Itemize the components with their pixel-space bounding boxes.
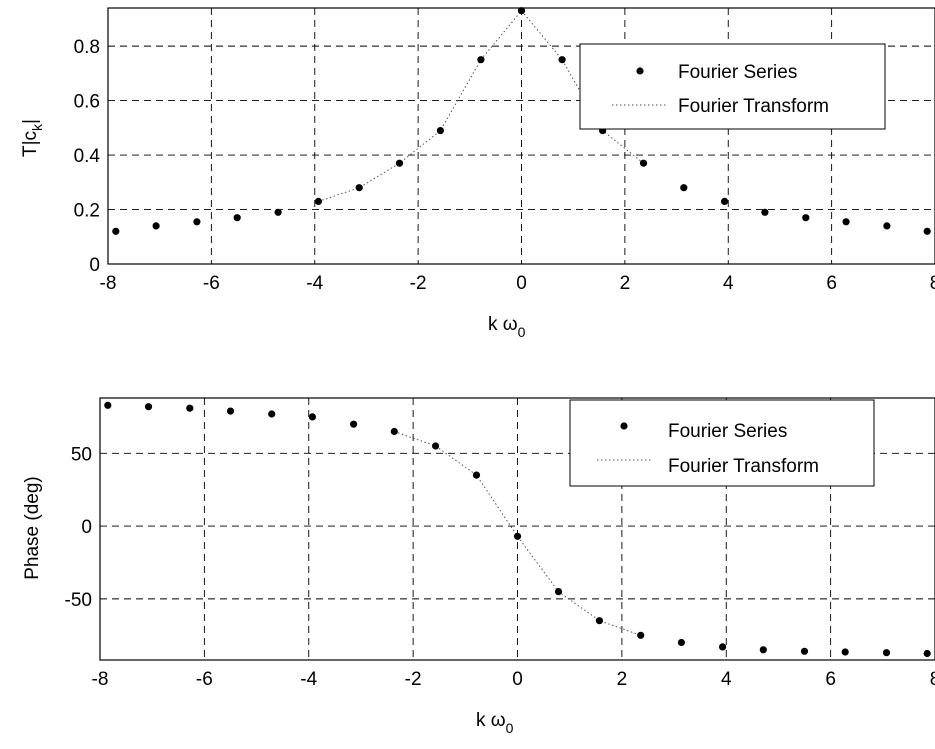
phase-series-point [554, 588, 563, 596]
magnitude-series-point [395, 159, 404, 167]
magnitude-x-tick-label: -2 [410, 273, 427, 294]
magnitude-x-tick-label: 8 [930, 273, 935, 294]
phase-series-point [719, 643, 727, 651]
phase-x-tick-label: 2 [617, 669, 628, 690]
phase-y-tick-label: 0 [81, 517, 92, 538]
magnitude-legend: Fourier Series Fourier Transform [579, 43, 886, 130]
magnitude-x-tick-label: 2 [620, 273, 631, 294]
magnitude-series-point [193, 218, 201, 226]
phase-series-point [800, 647, 809, 655]
phase-legend-entry-series: Fourier Series [668, 421, 787, 442]
magnitude-series-point [314, 197, 322, 205]
magnitude-x-tick-label: 6 [826, 273, 837, 294]
magnitude-y-tick-label: 0.6 [74, 92, 100, 113]
magnitude-series-point [152, 222, 160, 230]
magnitude-x-axis-label: k ω0 [488, 314, 526, 340]
phase-y-tick-label: 50 [71, 444, 92, 465]
phase-series-point [350, 420, 358, 428]
phase-series-points [104, 401, 931, 658]
phase-x-tick-label: -4 [300, 669, 317, 690]
magnitude-y-tick-label: 0.4 [74, 146, 101, 167]
magnitude-series-point [517, 7, 526, 15]
phase-series-point [677, 638, 686, 647]
magnitude-x-tick-label: -8 [100, 273, 117, 294]
magnitude-x-tick-label: -4 [306, 273, 323, 294]
magnitude-y-axis-label: T|ck| [20, 119, 45, 157]
phase-series-point [308, 413, 316, 421]
magnitude-series-point [923, 227, 931, 235]
phase-x-axis-label: k ω0 [476, 710, 514, 736]
phase-legend-box [569, 399, 875, 487]
phase-series-point [186, 404, 194, 412]
magnitude-series-point [558, 56, 566, 64]
magnitude-x-tick-label: -6 [203, 273, 220, 294]
phase-x-tick-label: 6 [825, 669, 836, 690]
magnitude-series-point [477, 56, 485, 64]
phase-series-point [759, 646, 767, 654]
magnitude-series-point [761, 208, 769, 216]
phase-x-tick-label: 8 [930, 669, 935, 690]
phase-x-tick-label: -8 [92, 669, 109, 690]
phase-legend: Fourier Series Fourier Transform [569, 399, 875, 487]
magnitude-series-points [112, 7, 931, 235]
magnitude-legend-entry-transform: Fourier Transform [678, 96, 829, 117]
magnitude-legend-marker-series [636, 67, 644, 75]
phase-legend-entry-transform: Fourier Transform [668, 456, 819, 477]
phase-series-point [637, 631, 645, 639]
phase-series-point [390, 427, 398, 436]
magnitude-x-tick-label: 0 [516, 273, 527, 294]
magnitude-plot-frame [107, 7, 935, 265]
phase-series-point [432, 442, 440, 450]
magnitude-y-tick-label: 0.2 [74, 201, 100, 222]
phase-x-tick-label: -6 [196, 669, 213, 690]
phase-series-point [226, 407, 235, 415]
phase-panel: -8 -6 -4 -2 0 2 4 6 8 -50 0 50 k ω0 Phase (deg) Fo… [22, 397, 935, 736]
phase-series-point [595, 617, 604, 625]
phase-legend-marker-series [620, 422, 628, 430]
magnitude-series-point [274, 208, 282, 216]
phase-y-axis-label: Phase (deg) [22, 476, 43, 580]
magnitude-y-tick-label: 0 [89, 255, 100, 276]
phase-x-tick-label: 0 [512, 669, 523, 690]
phase-series-point [882, 649, 891, 657]
phase-x-tick-labels: -8 -6 -4 -2 0 2 4 6 8 [92, 669, 935, 690]
phase-series-point [104, 401, 112, 409]
magnitude-panel: -8 -6 -4 -2 0 2 4 6 8 0 0.2 0.4 0.6 0.8 k ω0 T|ck| F… [20, 7, 935, 340]
phase-y-tick-label: -50 [65, 590, 92, 611]
magnitude-legend-box [579, 43, 886, 130]
magnitude-series-point [436, 127, 444, 135]
phase-series-point [841, 648, 849, 656]
phase-series-point [923, 649, 931, 658]
magnitude-series-point [802, 214, 810, 222]
magnitude-series-point [842, 218, 850, 226]
magnitude-x-tick-labels: -8 -6 -4 -2 0 2 4 6 8 [100, 273, 935, 294]
phase-grid [100, 398, 935, 660]
magnitude-series-point [355, 184, 363, 192]
phase-series-point [144, 403, 153, 411]
phase-y-tick-labels: -50 0 50 [65, 444, 92, 611]
magnitude-y-tick-label: 0.8 [74, 37, 100, 58]
magnitude-series-point [112, 227, 120, 235]
magnitude-series-point [233, 214, 241, 222]
magnitude-y-tick-labels: 0 0.2 0.4 0.6 0.8 [74, 37, 101, 276]
magnitude-series-point [639, 159, 648, 167]
phase-series-point [268, 410, 276, 418]
phase-x-tick-label: -2 [405, 669, 422, 690]
magnitude-x-tick-label: 4 [723, 273, 734, 294]
magnitude-legend-entry-series: Fourier Series [678, 62, 797, 83]
phase-plot-frame [99, 397, 935, 661]
magnitude-series-point [721, 197, 729, 205]
phase-series-point [513, 532, 522, 540]
magnitude-series-point [680, 184, 688, 192]
magnitude-series-point [883, 222, 891, 230]
phase-x-tick-label: 4 [721, 669, 732, 690]
phase-series-point [472, 471, 481, 479]
